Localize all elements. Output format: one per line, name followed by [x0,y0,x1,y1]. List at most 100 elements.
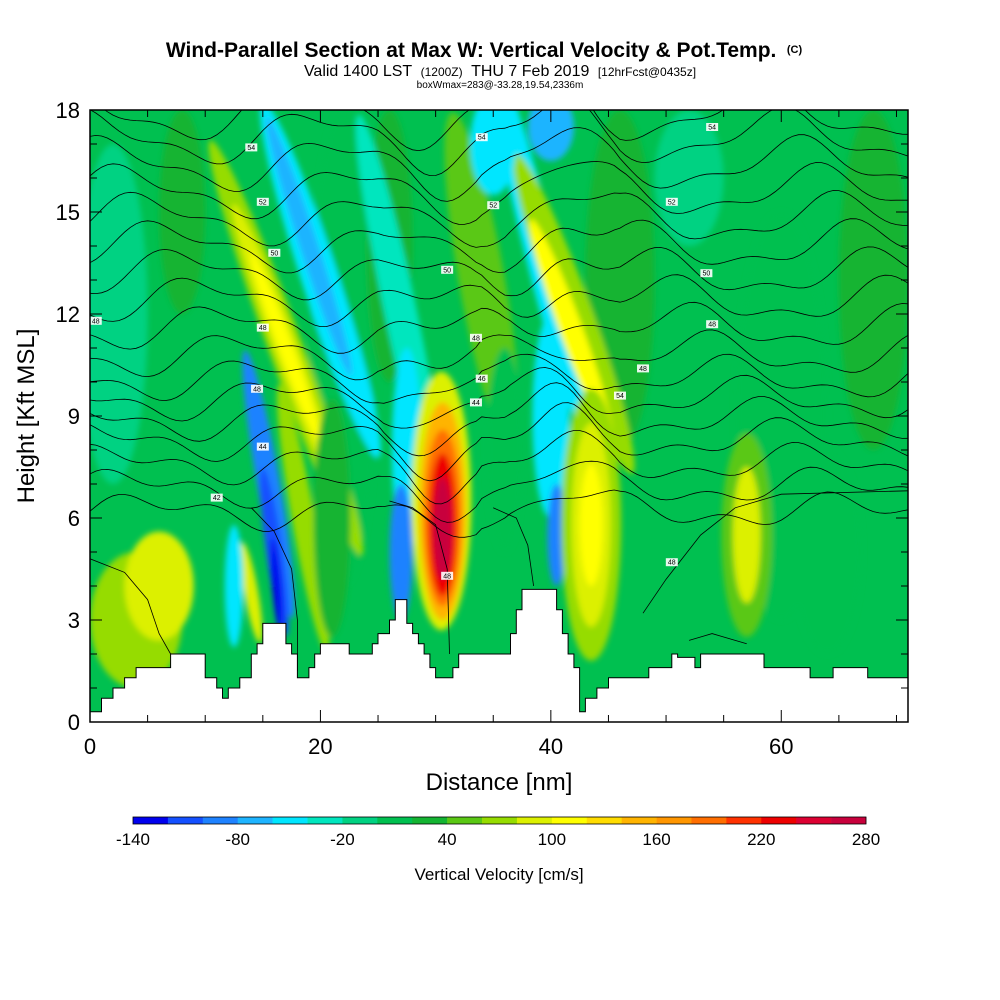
isentrope-label-text: 48 [639,366,647,373]
velocity-feature [732,467,761,603]
colorbar-swatch [237,817,273,824]
colorbar-labels: -140 -80 -20 40 100 160 220 280 [116,830,880,849]
isentrope-line [90,329,908,381]
isentrope-label-text: 48 [472,335,480,342]
valid-time: Valid 1400 LST [304,63,412,80]
isentrope-line [493,507,534,587]
isentrope-label: 54 [706,123,719,132]
colorbar-swatch [307,817,343,824]
isentrope-label-box [256,323,269,332]
isentrope-label-text: 54 [708,125,716,132]
isentrope-label-box [256,442,269,451]
colorbar-swatch [342,817,378,824]
velocity-feature [240,542,263,644]
copyright-mark: (C) [787,44,803,56]
isentrope-label-text: 46 [478,376,486,383]
isentrope-line [90,489,908,538]
isentrope-label-box [665,197,678,206]
isentrope-label-text: 52 [668,199,676,206]
isentrope-label-text: 48 [708,322,716,329]
velocity-feature [124,531,194,641]
isentrope-label-box [245,143,258,152]
isentrope-label-box [613,391,626,400]
isentrope-label-box [90,316,102,325]
isentrope-label-box [210,493,223,502]
isentrope-line [90,246,908,301]
isentrope-label-text: 48 [253,386,261,393]
y-tick-label: 12 [56,302,80,327]
isentrope-label: 46 [475,374,488,383]
colorbar-swatch [377,817,413,824]
colorbar-tick-label: -80 [225,830,250,849]
isentrope-label: 52 [487,201,500,210]
velocity-feature [265,116,352,376]
isentrope-label-text: 52 [489,203,497,210]
velocity-feature [433,477,452,580]
colorbar-swatch [586,817,622,824]
isentrope-label-box [469,398,482,407]
velocity-feature [250,252,322,444]
isentrope-label-text: 48 [668,560,676,567]
isentrope-label-box [251,384,264,393]
velocity-feature [792,450,862,654]
velocity-feature [838,110,908,450]
isentrope-label-text: 52 [259,199,267,206]
isentrope-line [389,500,450,655]
isentrope-label-box [441,265,454,274]
velocity-feature [90,144,148,484]
colorbar-swatch [447,817,483,824]
y-tick-label: 6 [68,506,80,531]
isentrope-label-box [706,123,719,131]
isentrope-line [688,633,747,645]
isentrope-label-box [700,269,713,278]
colorbar-swatch [761,817,797,824]
isentrope-label: 54 [475,133,488,142]
isentrope-label: 44 [469,398,482,407]
velocity-field: 54 52 50 48 48 44 42 48 54 52 50 48 46 44 48 54 52 50 48 48… [90,110,908,722]
isentrope-label: 50 [441,265,454,274]
isentrope-label: 48 [90,316,102,325]
isentrope-label: 48 [637,364,650,373]
isentrope-line [90,274,908,327]
isentrope-line [90,190,908,248]
isentrope-labels: 54 52 50 48 48 44 42 48 54 52 50 48 46 44 48 54 52 50 48 48… [90,123,719,580]
colorbar-swatch [516,817,553,824]
terrain [90,588,908,722]
chart-title-main: Wind-Parallel Section at Max W: Vertical… [166,39,777,62]
isentrope-line [90,353,908,404]
isentrope-label-text: 48 [259,325,267,332]
isentrope-label: 48 [251,384,264,393]
isentrope-label: 48 [706,320,719,329]
colorbar-tick-label: 100 [538,830,566,849]
colorbar-swatch [656,817,692,824]
colorbar-title: Vertical Velocity [cm/s] [414,865,583,884]
colorbar-swatch [133,817,169,824]
boxwmax-info: boxWmax=283@-33.28,19.54,2336m [417,80,584,91]
colorbar-swatch [482,817,518,824]
isentrope-label-text: 54 [616,393,624,400]
x-tick-label: 0 [84,734,96,759]
isentrope-label-text: 50 [443,267,451,274]
colorbar [132,816,867,825]
colorbar-swatch [167,817,204,824]
isentrope-label-box [487,201,500,210]
isentrope-label-text: 44 [259,444,267,451]
velocity-feature [547,484,566,586]
isentrope-label: 52 [665,197,678,206]
x-tick-label: 20 [308,734,332,759]
y-tick-label: 18 [56,98,80,123]
isentrope-label: 54 [245,143,258,152]
isentrope-label-box [665,558,678,567]
velocity-feature [579,463,603,586]
velocity-feature [654,110,724,246]
isentrope-line [90,127,908,202]
x-tick-label: 60 [769,734,793,759]
isentrope-label-box [256,197,269,206]
colorbar-frame [132,816,867,825]
colorbar-tick-label: 220 [747,830,775,849]
colorbar-tick-label: 160 [642,830,670,849]
y-tick-label: 15 [56,200,80,225]
y-tick-label: 0 [68,710,80,735]
isentrope-label: 50 [268,248,281,257]
